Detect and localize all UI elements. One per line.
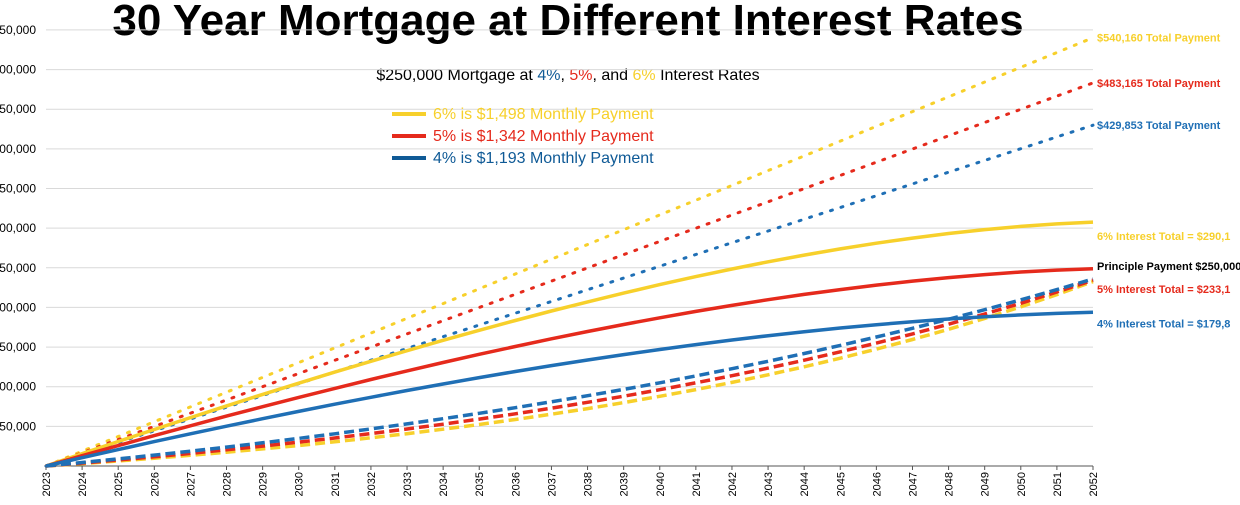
x-tick-label: 2052	[1088, 472, 1100, 496]
x-tick-label: 2028	[222, 472, 234, 496]
end-label-6pct-total: $540,160 Total Payment	[1097, 33, 1221, 45]
legend: 6% is $1,498 Monthly Payment 5% is $1,342…	[392, 106, 654, 167]
series-line-6pct-interest	[45, 220, 1094, 468]
x-tick-label: 2029	[258, 472, 270, 496]
x-tick-label: 2032	[366, 472, 378, 496]
end-labels: $540,160 Total Payment $483,165 Total Pay…	[1097, 33, 1240, 331]
subtitle-part-3: 5%	[569, 67, 592, 84]
end-label-4pct-interest: 4% Interest Total = $179,8	[1097, 318, 1230, 330]
legend-label: 4% is $1,193 Monthly Payment	[433, 150, 654, 167]
legend-label: 5% is $1,342 Monthly Payment	[433, 128, 654, 145]
x-tick-label: 2048	[944, 472, 956, 496]
x-tick-label: 2025	[113, 472, 125, 496]
series-line-6pct-principal	[45, 279, 1094, 468]
grid-lines	[46, 29, 1093, 467]
y-tick-label: 50,000	[0, 419, 36, 433]
series-line-4pct-total	[44, 123, 1095, 468]
series-lines	[44, 36, 1095, 468]
x-tick-label: 2045	[835, 472, 847, 496]
x-tick-label: 2037	[546, 472, 558, 496]
x-tick-label: 2049	[980, 472, 992, 496]
x-tick-label: 2041	[691, 472, 703, 496]
x-tick-label: 2044	[799, 472, 811, 496]
end-label-5pct-total: $483,165 Total Payment	[1097, 78, 1221, 90]
chart-subtitle: $250,000 Mortgage at 4%, 5%, and 6% Inte…	[376, 67, 759, 84]
chart-title: 30 Year Mortgage at Different Interest R…	[112, 0, 1023, 45]
series-line-5pct-interest	[45, 266, 1094, 468]
y-tick-label: 500,000	[0, 63, 36, 77]
x-tick-label: 2047	[907, 472, 919, 496]
x-tick-label: 2026	[149, 472, 161, 496]
series-line-4pct-interest	[45, 310, 1094, 468]
series-line-5pct-total	[44, 81, 1095, 468]
x-tick-label: 2039	[619, 472, 631, 496]
y-tick-label: 150,000	[0, 340, 36, 354]
x-tick-label: 2036	[510, 472, 522, 496]
x-tick-label: 2030	[294, 472, 306, 496]
principal-end-label: Principle Payment $250,000	[1097, 261, 1240, 273]
x-tick-label: 2040	[655, 472, 667, 496]
x-tick-label: 2035	[474, 472, 486, 496]
y-tick-label: 200,000	[0, 300, 36, 314]
subtitle-part-0: $250,000 Mortgage at	[376, 67, 537, 84]
y-tick-label: 350,000	[0, 182, 36, 196]
x-tick-label: 2042	[727, 472, 739, 496]
series-line-6pct-total	[44, 36, 1095, 468]
x-axis: 2023 2024 2025 2026 2027 2028 2029 2030 2031 2032…	[41, 466, 1100, 496]
series-line-5pct-principal	[45, 278, 1094, 468]
end-label-4pct-total: $429,853 Total Payment	[1097, 120, 1221, 132]
y-tick-label: 100,000	[0, 380, 36, 394]
y-tick-label: 400,000	[0, 142, 36, 156]
y-tick-label: 300,000	[0, 221, 36, 235]
y-tick-label: 550,000	[0, 23, 36, 37]
y-tick-label: 250,000	[0, 261, 36, 275]
x-tick-label: 2038	[583, 472, 595, 496]
subtitle-part-6: Interest Rates	[656, 67, 760, 84]
subtitle-part-2: ,	[560, 67, 569, 84]
legend-label: 6% is $1,498 Monthly Payment	[433, 106, 654, 123]
x-tick-label: 2027	[185, 472, 197, 496]
x-tick-label: 2034	[438, 472, 450, 496]
x-tick-label: 2043	[763, 472, 775, 496]
end-label-5pct-interest: 5% Interest Total = $233,1	[1097, 284, 1230, 296]
y-axis: 50,000 100,000 150,000 200,000 250,000 300,00…	[0, 23, 36, 433]
x-tick-label: 2033	[402, 472, 414, 496]
subtitle-part-4: , and	[592, 67, 632, 84]
x-tick-label: 2024	[77, 472, 89, 496]
x-tick-label: 2031	[330, 472, 342, 496]
subtitle-part-5: 6%	[633, 67, 656, 84]
x-tick-label: 2023	[41, 472, 53, 496]
x-tick-label: 2051	[1052, 472, 1064, 496]
x-tick-label: 2046	[871, 472, 883, 496]
series-line-4pct-principal	[45, 277, 1094, 468]
y-tick-label: 450,000	[0, 102, 36, 116]
x-tick-label: 2050	[1016, 472, 1028, 496]
end-label-6pct-interest: 6% Interest Total = $290,1	[1097, 231, 1230, 243]
subtitle-part-1: 4%	[537, 67, 560, 84]
